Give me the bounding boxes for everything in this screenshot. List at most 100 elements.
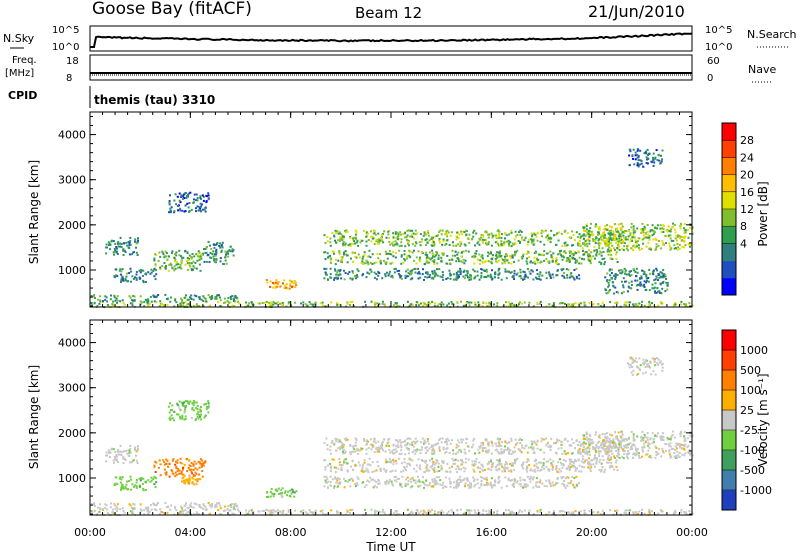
scatter-cell bbox=[491, 236, 494, 239]
scatter-cell bbox=[329, 273, 332, 276]
scatter-cell bbox=[191, 476, 194, 479]
scatter-cell bbox=[416, 440, 419, 443]
scatter-cell bbox=[562, 256, 565, 259]
scatter-cell bbox=[157, 294, 160, 296]
scatter-cell bbox=[654, 231, 657, 234]
scatter-cell bbox=[133, 503, 136, 506]
scatter-cell bbox=[159, 513, 162, 516]
scatter-cell bbox=[535, 257, 538, 260]
scatter-cell bbox=[365, 259, 368, 262]
scatter-cell bbox=[513, 269, 516, 272]
scatter-cell bbox=[669, 230, 672, 233]
scatter-cell bbox=[554, 483, 557, 486]
scatter-cell bbox=[462, 275, 465, 278]
scatter-cell bbox=[335, 232, 338, 235]
scatter-cell bbox=[585, 233, 588, 236]
scatter-cell bbox=[184, 508, 187, 511]
scatter-cell bbox=[136, 462, 139, 464]
scatter-cell bbox=[227, 297, 230, 300]
scatter-cell bbox=[525, 468, 528, 471]
scatter-cell bbox=[601, 301, 604, 304]
scatter-cell bbox=[442, 460, 445, 463]
scatter-cell bbox=[571, 252, 574, 255]
scatter-cell bbox=[416, 232, 419, 235]
scatter-cell bbox=[569, 258, 572, 260]
scatter-cell bbox=[446, 254, 449, 257]
scatter-cell bbox=[211, 295, 214, 297]
scatter-cell bbox=[408, 462, 411, 465]
scatter-cell bbox=[659, 509, 662, 512]
scatter-cell bbox=[427, 301, 430, 304]
scatter-cell bbox=[365, 235, 368, 238]
scatter-cell bbox=[340, 233, 343, 236]
scatter-cell bbox=[506, 240, 509, 243]
scatter-cell bbox=[588, 229, 591, 232]
scatter-cell bbox=[93, 297, 96, 299]
scatter-cell bbox=[622, 286, 625, 289]
scatter-cell bbox=[128, 461, 131, 464]
scatter-cell bbox=[113, 502, 116, 505]
scatter-cell bbox=[462, 478, 465, 481]
scatter-cell bbox=[558, 510, 561, 513]
scatter-cell bbox=[179, 304, 182, 307]
scatter-cell bbox=[181, 417, 184, 420]
scatter-cell bbox=[343, 269, 345, 272]
scatter-cell bbox=[179, 472, 182, 475]
scatter-cell bbox=[418, 466, 421, 469]
scatter-cell bbox=[491, 441, 493, 444]
scatter-cell bbox=[140, 301, 143, 304]
scatter-cell bbox=[462, 304, 465, 307]
scatter-cell bbox=[417, 277, 420, 280]
scatter-cell bbox=[507, 242, 510, 245]
scatter-cell bbox=[624, 509, 627, 512]
scatter-cell bbox=[195, 210, 197, 213]
scatter-cell bbox=[343, 244, 346, 247]
scatter-cell bbox=[392, 241, 395, 243]
scatter-cell bbox=[539, 253, 542, 256]
scatter-cell bbox=[205, 408, 208, 411]
scatter-cell bbox=[285, 286, 288, 289]
scatter-cell bbox=[684, 231, 687, 234]
scatter-cell bbox=[198, 251, 201, 254]
scatter-cell bbox=[227, 250, 230, 252]
scatter-cell bbox=[527, 459, 530, 462]
scatter-cell bbox=[161, 264, 164, 267]
scatter-cell bbox=[492, 462, 494, 465]
scatter-cell bbox=[516, 442, 519, 444]
scatter-cell bbox=[564, 437, 567, 440]
scatter-cell bbox=[302, 301, 305, 304]
scatter-cell bbox=[323, 267, 326, 270]
scatter-cell bbox=[273, 302, 276, 305]
scatter-cell bbox=[669, 247, 672, 250]
scatter-cell bbox=[531, 270, 534, 273]
scatter-cell bbox=[354, 233, 357, 236]
scatter-cell bbox=[651, 510, 653, 513]
scatter-cell bbox=[363, 438, 365, 440]
scatter-cell bbox=[412, 249, 415, 252]
scatter-cell bbox=[128, 272, 131, 274]
scatter-cell bbox=[571, 476, 574, 479]
scatter-cell bbox=[590, 222, 592, 225]
scatter-cell bbox=[513, 260, 515, 263]
scatter-cell bbox=[582, 451, 585, 454]
scatter-cell bbox=[532, 240, 535, 243]
scatter-cell bbox=[118, 453, 121, 456]
scatter-cell bbox=[682, 239, 685, 242]
scatter-cell bbox=[559, 458, 562, 461]
scatter-cell bbox=[135, 246, 137, 249]
scatter-cell bbox=[374, 513, 376, 515]
scatter-cell bbox=[195, 472, 198, 475]
scatter-cell bbox=[575, 231, 578, 234]
scatter-cell bbox=[606, 224, 609, 227]
scatter-cell bbox=[190, 462, 193, 464]
scatter-cell bbox=[221, 241, 224, 244]
scatter-cell bbox=[338, 461, 341, 464]
scatter-cell bbox=[340, 445, 343, 448]
scatter-cell bbox=[215, 251, 218, 254]
scatter-cell bbox=[153, 275, 156, 278]
power-data-layer bbox=[90, 148, 694, 309]
scatter-cell bbox=[422, 234, 425, 237]
scatter-cell bbox=[654, 156, 657, 159]
scatter-cell bbox=[363, 439, 366, 442]
scatter-cell bbox=[612, 233, 615, 236]
